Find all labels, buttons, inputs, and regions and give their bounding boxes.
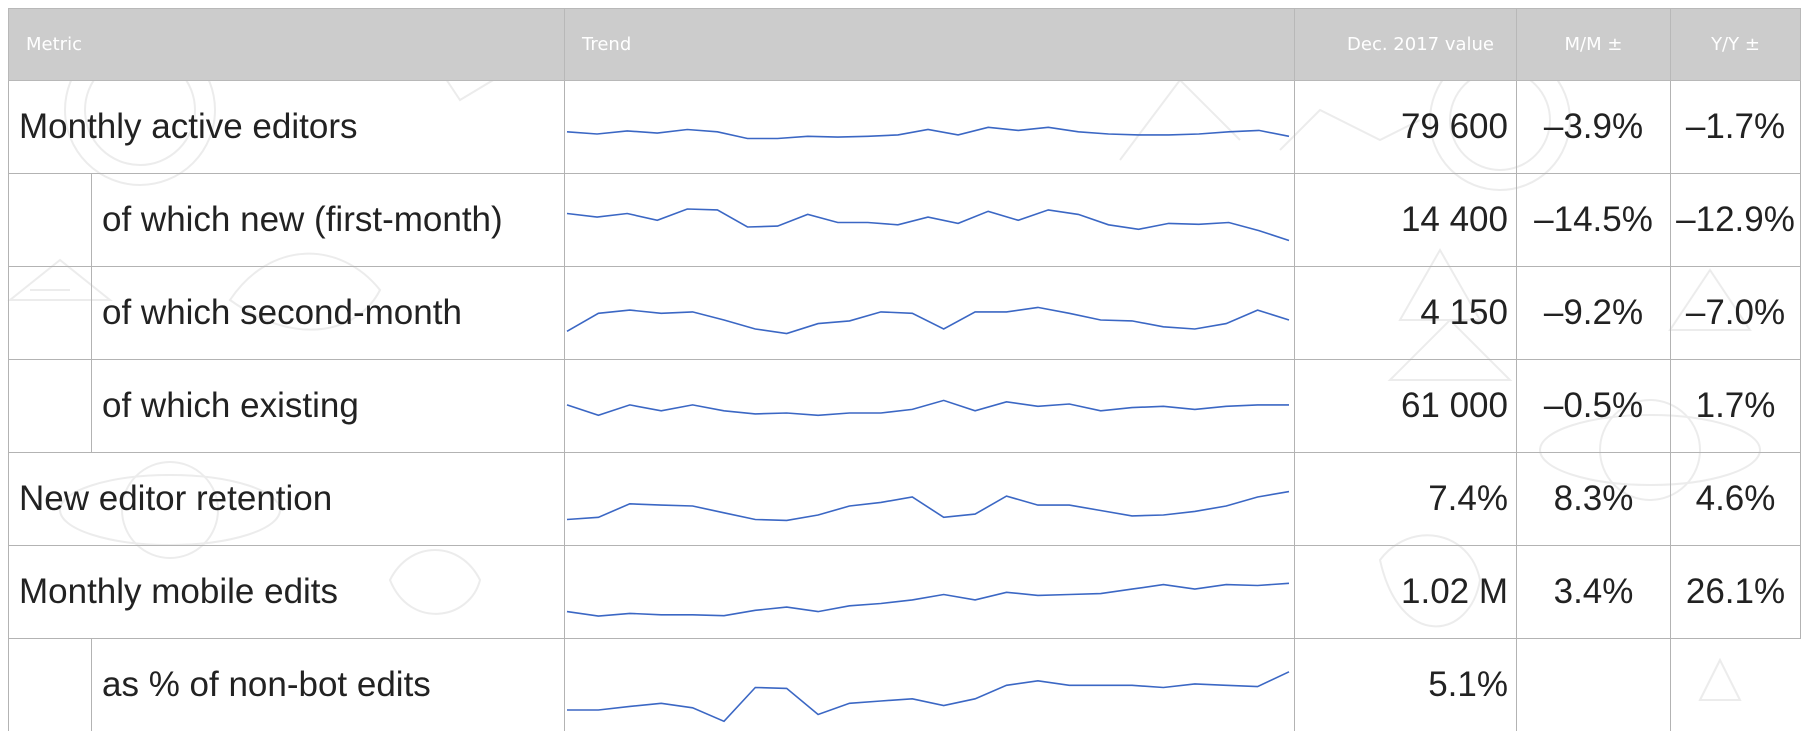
trend-sparkline <box>565 361 1291 451</box>
row-label: Monthly active editors <box>9 81 565 174</box>
yy-cell: –12.9% <box>1671 174 1801 267</box>
indent-spacer <box>9 639 92 731</box>
mm-cell: –0.5% <box>1517 360 1671 453</box>
value-cell: 61 000 <box>1295 360 1517 453</box>
header-metric[interactable]: Metric <box>9 9 565 81</box>
row-label: of which second-month <box>92 267 565 360</box>
trend-sparkline <box>565 175 1291 265</box>
table-row-new-first-month: of which new (first-month) 14 400 –14.5%… <box>9 174 1801 267</box>
trend-cell <box>565 174 1295 267</box>
trend-cell <box>565 546 1295 639</box>
indent-spacer <box>9 267 92 360</box>
value-cell: 4 150 <box>1295 267 1517 360</box>
value-cell: 7.4% <box>1295 453 1517 546</box>
trend-cell <box>565 639 1295 731</box>
trend-cell <box>565 453 1295 546</box>
trend-cell <box>565 81 1295 174</box>
table-row-monthly-mobile-edits: Monthly mobile edits 1.02 M 3.4% 26.1% <box>9 546 1801 639</box>
metrics-table: Metric Trend Dec. 2017 value M/M ± Y/Y ±… <box>8 8 1801 731</box>
row-label: of which existing <box>92 360 565 453</box>
indent-spacer <box>9 174 92 267</box>
mm-cell: –3.9% <box>1517 81 1671 174</box>
mm-cell: 8.3% <box>1517 453 1671 546</box>
mm-cell <box>1517 639 1671 731</box>
table-row-second-month: of which second-month 4 150 –9.2% –7.0% <box>9 267 1801 360</box>
row-label: New editor retention <box>9 453 565 546</box>
trend-sparkline <box>565 640 1291 730</box>
row-label: Monthly mobile edits <box>9 546 565 639</box>
value-cell: 1.02 M <box>1295 546 1517 639</box>
mm-cell: –14.5% <box>1517 174 1671 267</box>
row-label: as % of non-bot edits <box>92 639 565 731</box>
trend-cell <box>565 267 1295 360</box>
table-header-row: Metric Trend Dec. 2017 value M/M ± Y/Y ± <box>9 9 1801 81</box>
mm-cell: 3.4% <box>1517 546 1671 639</box>
trend-sparkline <box>565 268 1291 358</box>
value-cell: 14 400 <box>1295 174 1517 267</box>
header-yy[interactable]: Y/Y ± <box>1671 9 1801 81</box>
header-mm[interactable]: M/M ± <box>1517 9 1671 81</box>
yy-cell: 1.7% <box>1671 360 1801 453</box>
value-cell: 79 600 <box>1295 81 1517 174</box>
row-label: of which new (first-month) <box>92 174 565 267</box>
mm-cell: –9.2% <box>1517 267 1671 360</box>
indent-spacer <box>9 360 92 453</box>
table-row-monthly-active-editors: Monthly active editors 79 600 –3.9% –1.7… <box>9 81 1801 174</box>
trend-sparkline <box>565 454 1291 544</box>
trend-cell <box>565 360 1295 453</box>
yy-cell: 4.6% <box>1671 453 1801 546</box>
trend-sparkline <box>565 82 1291 172</box>
value-cell: 5.1% <box>1295 639 1517 731</box>
header-trend[interactable]: Trend <box>565 9 1295 81</box>
yy-cell: 26.1% <box>1671 546 1801 639</box>
table-row-new-editor-retention: New editor retention 7.4% 8.3% 4.6% <box>9 453 1801 546</box>
table-row-existing: of which existing 61 000 –0.5% 1.7% <box>9 360 1801 453</box>
yy-cell <box>1671 639 1801 731</box>
table-row-mobile-pct: as % of non-bot edits 5.1% <box>9 639 1801 731</box>
header-value[interactable]: Dec. 2017 value <box>1295 9 1517 81</box>
yy-cell: –1.7% <box>1671 81 1801 174</box>
yy-cell: –7.0% <box>1671 267 1801 360</box>
trend-sparkline <box>565 547 1291 637</box>
